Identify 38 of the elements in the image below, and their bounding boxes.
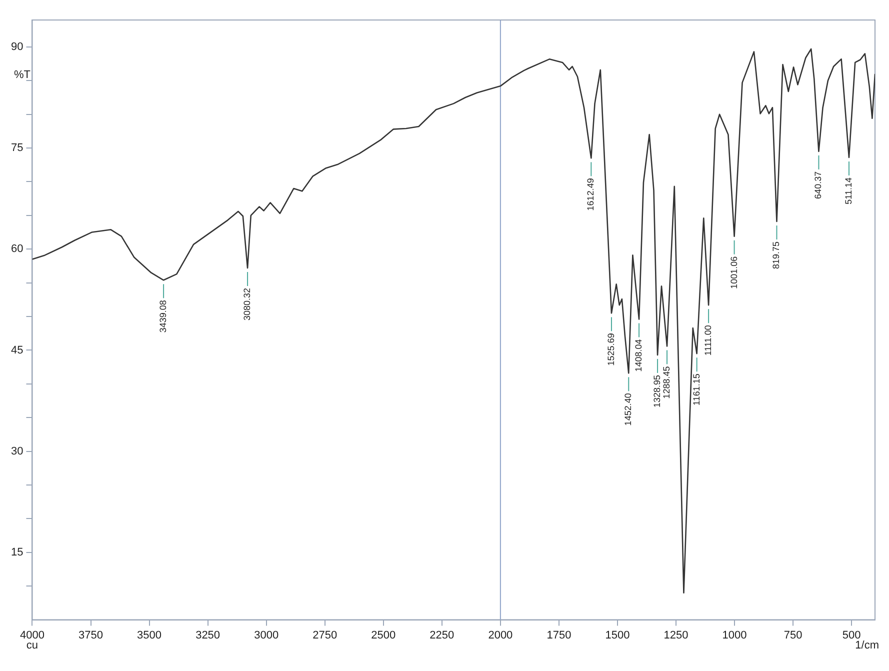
y-tick-label: 45 [10,344,24,356]
x-tick-label: 3250 [196,629,220,642]
annotation: 3080.32 [242,288,252,321]
annotation: 640.37 [813,171,824,199]
y-tick-label: 75 [10,142,24,154]
x-tick-label: 1750 [546,629,572,642]
annotation: 1288.45 [661,366,672,399]
annotation: 1452.40 [623,393,634,426]
annotation: 1328.95 [652,374,662,408]
y-tick-label: 90 [10,40,24,53]
y-tick-label: 30 [10,445,24,458]
x-tick-label: 2500 [371,629,396,642]
x-tick-label: 2750 [312,629,338,642]
annotation: 819.75 [771,242,782,270]
annotation: 3439.08 [158,300,168,333]
x-tick-label: 2000 [488,629,513,642]
annotation: 1161.15 [691,374,702,406]
annotation: 1525.69 [606,333,616,366]
annotation: 1408.04 [634,339,644,372]
y-tick-label: 60 [10,243,24,256]
x-tick-label: 750 [784,629,802,642]
x-tick-label: 3500 [137,629,162,642]
text: cu [26,639,38,652]
x-tick-label: 1500 [605,629,630,642]
annotation: 511.14 [843,177,854,204]
x-tick-label: 3000 [254,629,279,642]
annotation: 1111.00 [703,325,714,356]
annotation: 1001.06 [728,256,739,289]
y-tick-label: 15 [10,546,24,558]
x-tick-label: 2250 [430,629,454,642]
x-tick-label: 4000 [20,629,44,642]
annotation: 1612.49 [586,178,596,211]
x-tick-label: 500 [842,629,861,642]
x-tick-label: 1250 [664,629,688,642]
x-axis-title: 1/cm [855,639,879,652]
x-tick-label: 1000 [722,629,747,642]
x-tick-label: 3750 [78,629,104,642]
y-axis-title: %T [14,68,31,81]
